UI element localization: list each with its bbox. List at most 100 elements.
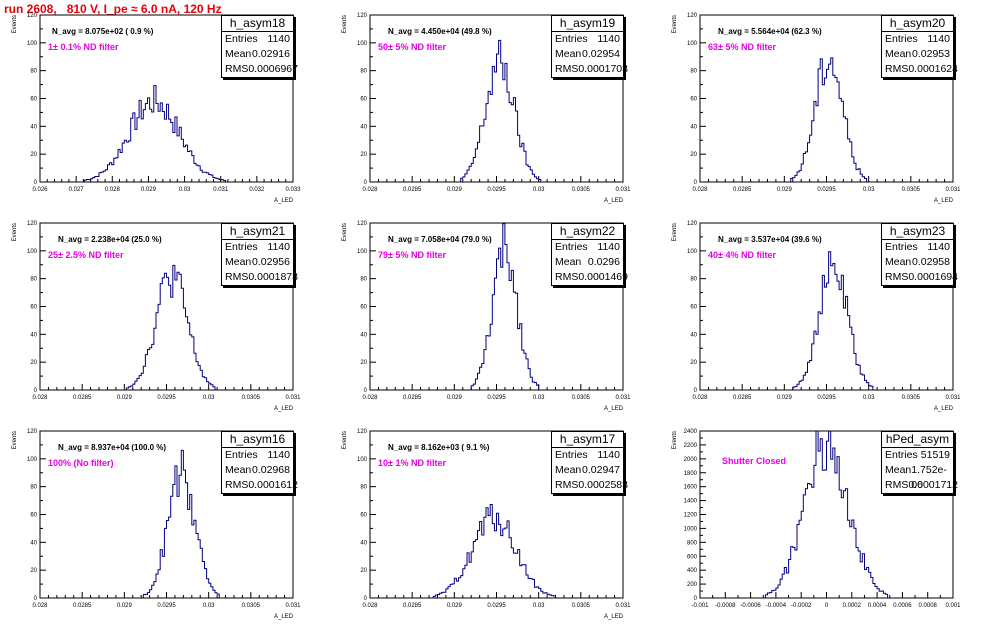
stats-label-rms: RMS [885, 479, 909, 491]
y-tick-label: 0 [694, 388, 698, 394]
x-tick-label: 0.028 [32, 603, 48, 609]
plot-hPed_asym: 0 200 400 600 800 1000 1200 1400 1600 1800 2000 220… [672, 429, 961, 609]
stats-row-entries: Entries 1140 [222, 240, 293, 255]
stats-histogram-name: h_asym21 [222, 224, 293, 240]
stats-label-mean: Mean [225, 48, 252, 60]
x-tick-label: 0.0285 [73, 395, 92, 401]
x-tick-label: 0.029 [777, 395, 793, 401]
stats-value-mean: 0.02956 [252, 256, 290, 268]
y-tick-label: 20 [690, 360, 697, 366]
stats-value-mean: 1.752e-06 [911, 464, 947, 491]
stats-value-mean: 0.02953 [912, 48, 950, 60]
stats-label-rms: RMS [555, 63, 579, 75]
y-tick-label: 40 [360, 332, 367, 338]
y-tick-label: 60 [690, 305, 697, 311]
stats-label-entries: Entries [225, 241, 258, 253]
stats-label-entries: Entries [225, 449, 258, 461]
stats-row-rms: RMS 0.0006967 [222, 62, 298, 77]
stats-label-mean: Mean [555, 256, 582, 268]
stats-box: h_asym19 Entries 1140 Mean 0.02954 RMS 0.00017… [551, 15, 628, 78]
stats-label-rms: RMS [555, 479, 579, 491]
y-tick-label: 120 [27, 221, 38, 227]
y-tick-label: 20 [30, 360, 37, 366]
x-tick-label: 0.031 [615, 395, 631, 401]
filter-label: 10± 1% ND filter [378, 458, 446, 468]
stats-histogram-name: h_asym22 [552, 224, 623, 240]
x-tick-label: 0.0295 [487, 187, 506, 193]
y-tick-label: 100 [27, 457, 38, 463]
stats-box: h_asym22 Entries 1140 Mean 0.0296 RMS 0.000146… [551, 223, 628, 286]
stats-row-rms: RMS 0.0001712 [882, 478, 958, 493]
stats-row-rms: RMS 0.0001694 [882, 270, 958, 285]
stats-label-mean: Mean [555, 464, 582, 476]
stats-label-entries: Entries [555, 449, 588, 461]
x-tick-label: 0.032 [249, 187, 265, 193]
x-tick-label: 0.0285 [733, 187, 752, 193]
x-tick-label: 0.029 [447, 187, 463, 193]
stats-value-entries: 1140 [927, 241, 950, 253]
x-tick-label: -0.0008 [715, 603, 736, 609]
y-tick-label: 800 [687, 540, 698, 546]
n-avg-label: N_avg = 4.450e+04 (49.8 %) [388, 27, 492, 36]
y-tick-label: 100 [27, 41, 38, 47]
stats-label-mean: Mean [885, 48, 912, 60]
x-tick-label: 0.028 [32, 395, 48, 401]
plot-frame [699, 14, 954, 183]
n-avg-label: N_avg = 8.075e+02 ( 0.9 %) [52, 27, 154, 36]
plot-frame [699, 430, 954, 599]
x-tick-label: 0.0295 [157, 395, 176, 401]
stats-value-entries: 1140 [597, 449, 620, 461]
stats-label-rms: RMS [225, 63, 249, 75]
stats-value-mean: 0.02954 [582, 48, 620, 60]
stats-value-rms: 0.0001712 [908, 479, 958, 491]
x-tick-label: 0 [825, 603, 829, 609]
stats-row-entries: Entries 1140 [552, 32, 623, 47]
stats-histogram-name: h_asym20 [882, 16, 953, 32]
stats-value-mean: 0.02968 [252, 464, 290, 476]
filter-label: 63± 5% ND filter [708, 42, 776, 52]
stats-label-entries: Entries [885, 449, 918, 461]
x-tick-label: 0.0305 [572, 603, 591, 609]
y-tick-label: 60 [360, 513, 367, 519]
x-tick-label: 0.026 [32, 187, 48, 193]
y-tick-label: 120 [27, 13, 38, 19]
stats-row-entries: Entries 1140 [882, 32, 953, 47]
stats-row-mean: Mean 0.02947 [552, 463, 623, 478]
x-tick-label: 0.028 [362, 187, 378, 193]
y-tick-label: 200 [687, 582, 698, 588]
y-tick-label: 20 [360, 568, 367, 574]
run-title: run 2608, 810 V, I_pe ≈ 6.0 nA, 120 Hz [4, 2, 222, 16]
x-tick-label: -0.0004 [766, 603, 787, 609]
x-tick-label: 0.0285 [73, 603, 92, 609]
x-axis-title: A_LED [604, 406, 624, 412]
filter-label: 50± 5% ND filter [378, 42, 446, 52]
plot-h_asym22: 0 20 40 60 80 100 120 0.028 0.0285 0.029 0.0295 0.0… [342, 221, 631, 412]
y-tick-label: 80 [360, 69, 367, 75]
stats-value-rms: 0.0002583 [578, 479, 628, 491]
y-tick-label: 80 [30, 485, 37, 491]
stats-value-rms: 0.0001703 [578, 63, 628, 75]
y-tick-label: 400 [687, 568, 698, 574]
histogram-h_asym23: 0 20 40 60 80 100 120 0.028 0.0285 0.029 0.0295 0.0… [660, 208, 990, 416]
stats-box: h_asym16 Entries 1140 Mean 0.02968 RMS 0.00016… [221, 431, 298, 494]
x-tick-label: 0.029 [117, 603, 133, 609]
x-tick-label: 0.029 [777, 187, 793, 193]
x-tick-label: 0.028 [362, 603, 378, 609]
stats-row-rms: RMS 0.0001624 [882, 62, 958, 77]
stats-label-mean: Mean [225, 464, 252, 476]
x-tick-label: 0.028 [692, 187, 708, 193]
x-tick-label: 0.031 [615, 187, 631, 193]
y-tick-label: 120 [357, 221, 368, 227]
stats-value-entries: 1140 [267, 449, 290, 461]
n-avg-label: N_avg = 2.238e+04 (25.0 %) [58, 235, 162, 244]
x-tick-label: 0.028 [105, 187, 121, 193]
plot-frame [39, 222, 294, 391]
n-avg-label: N_avg = 3.537e+04 (39.6 %) [718, 235, 822, 244]
x-axis-title: A_LED [274, 198, 294, 204]
x-tick-label: 0.031 [285, 603, 301, 609]
y-tick-label: 120 [357, 13, 368, 19]
x-tick-label: 0.0305 [572, 395, 591, 401]
stats-value-mean: 0.02958 [912, 256, 950, 268]
y-tick-label: 80 [690, 69, 697, 75]
x-tick-label: -0.0002 [791, 603, 812, 609]
